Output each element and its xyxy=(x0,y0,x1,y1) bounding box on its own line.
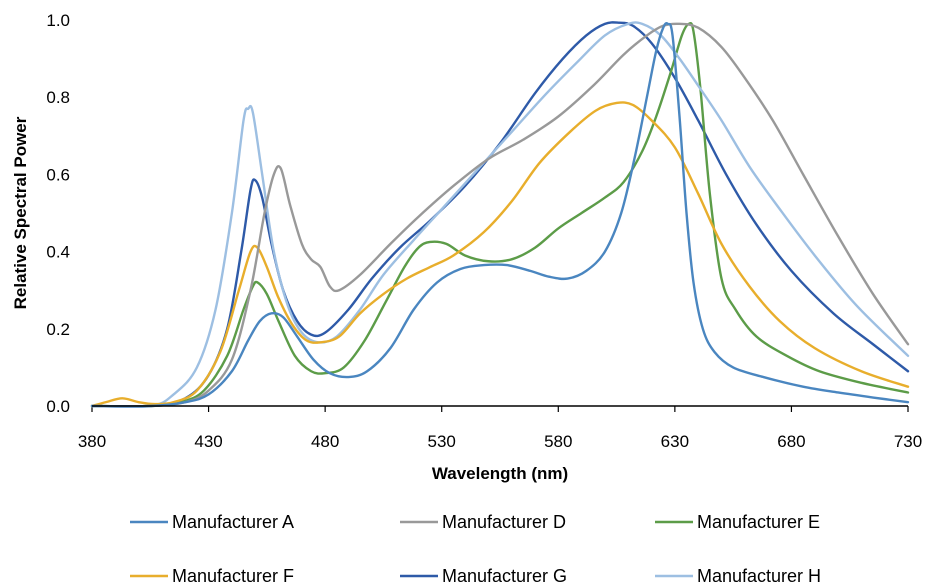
legend-label: Manufacturer G xyxy=(442,566,567,586)
x-tick-label: 730 xyxy=(894,432,922,451)
series-line-manufacturer-e xyxy=(90,21,910,408)
legend-label: Manufacturer A xyxy=(172,512,294,532)
series-line-manufacturer-f xyxy=(90,101,910,408)
y-tick-label: 0.6 xyxy=(46,165,70,184)
x-tick-label: 530 xyxy=(428,432,456,451)
x-tick-label: 680 xyxy=(777,432,805,451)
x-axis-title: Wavelength (nm) xyxy=(432,464,568,483)
y-tick-label: 0.0 xyxy=(46,397,70,416)
series-line-manufacturer-h xyxy=(90,21,910,409)
y-tick-label: 1.0 xyxy=(46,11,70,30)
legend-item-manufacturer-h: Manufacturer H xyxy=(655,566,821,586)
x-tick-label: 580 xyxy=(544,432,572,451)
x-tick-label: 430 xyxy=(194,432,222,451)
legend-item-manufacturer-f: Manufacturer F xyxy=(130,566,294,586)
y-tick-label: 0.2 xyxy=(46,320,70,339)
x-tick-label: 630 xyxy=(661,432,689,451)
y-tick-label: 0.8 xyxy=(46,88,70,107)
series-line-manufacturer-a xyxy=(90,22,910,408)
legend-item-manufacturer-a: Manufacturer A xyxy=(130,512,294,532)
legend-item-manufacturer-d: Manufacturer D xyxy=(400,512,566,532)
x-tick-label: 480 xyxy=(311,432,339,451)
legend-label: Manufacturer E xyxy=(697,512,820,532)
series-line-manufacturer-d xyxy=(90,22,910,408)
x-tick-label: 380 xyxy=(78,432,106,451)
y-tick-label: 0.4 xyxy=(46,243,70,262)
legend-label: Manufacturer F xyxy=(172,566,294,586)
legend-item-manufacturer-g: Manufacturer G xyxy=(400,566,567,586)
legend-label: Manufacturer H xyxy=(697,566,821,586)
y-axis-title: Relative Spectral Power xyxy=(11,116,30,309)
legend-label: Manufacturer D xyxy=(442,512,566,532)
legend-item-manufacturer-e: Manufacturer E xyxy=(655,512,820,532)
